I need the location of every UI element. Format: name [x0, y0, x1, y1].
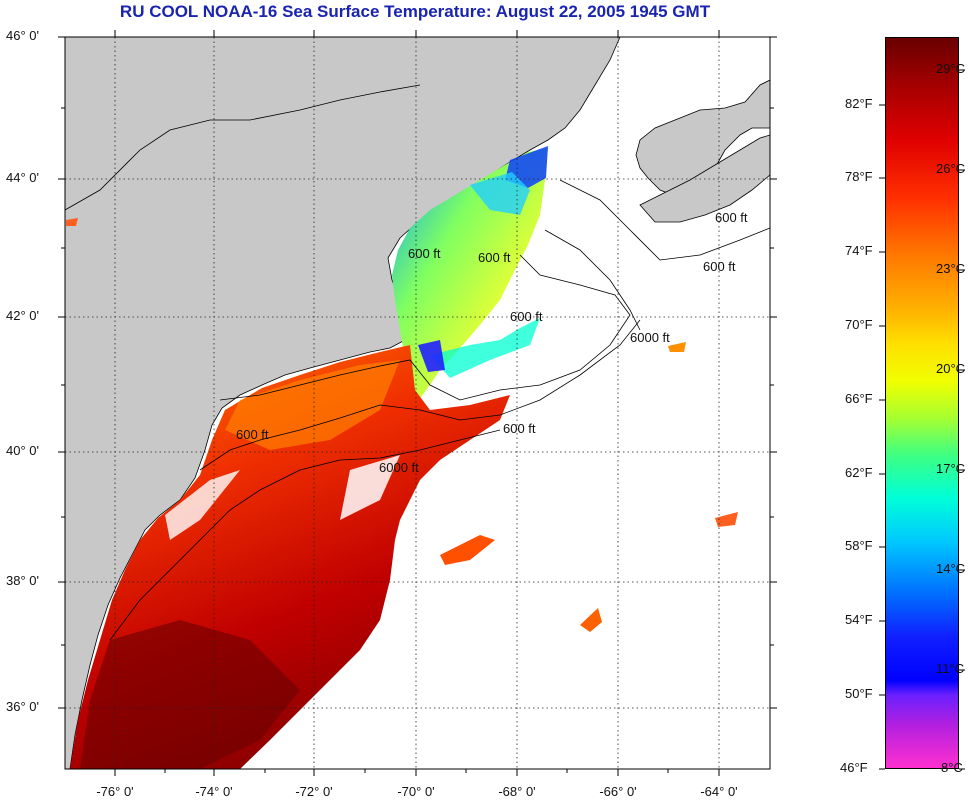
contour-label: 600 ft [503, 421, 536, 436]
colorbar-fahrenheit-label: 70°F [845, 317, 873, 332]
lat-label: 36° 0' [6, 699, 39, 714]
colorbar-celsius-label: 17°C [936, 461, 966, 476]
colorbar-celsius-label: 29°C [936, 61, 966, 76]
colorbar-celsius-label: 26°C [936, 161, 966, 176]
colorbar-fahrenheit-label: 74°F [845, 243, 873, 258]
temperature-colorbar [885, 37, 959, 769]
colorbar-celsius-label: 11°C [936, 661, 965, 676]
contour-label: 600 ft [478, 250, 511, 265]
contour-label: 600 ft [715, 210, 748, 225]
land-nova-scotia [639, 134, 770, 223]
contour-label: 600 ft [236, 427, 269, 442]
map-title: RU COOL NOAA-16 Sea Surface Temperature:… [119, 2, 711, 21]
lon-label: -74° 0' [195, 784, 233, 799]
contour-label: 600 ft [510, 309, 543, 324]
lon-label: -76° 0' [96, 784, 134, 799]
lon-label: -68° 0' [498, 784, 536, 799]
colorbar-fahrenheit-label: 58°F [845, 538, 873, 553]
lat-label: 40° 0' [6, 443, 39, 458]
lon-label: -72° 0' [295, 784, 333, 799]
lat-label: 46° 0' [6, 28, 39, 43]
contour-label: 600 ft [408, 246, 441, 261]
contour-label: 6000 ft [630, 330, 670, 345]
lat-label: 42° 0' [6, 308, 39, 323]
contour-label: 6000 ft [379, 460, 419, 475]
contour-label: 600 ft [703, 259, 736, 274]
lon-label: -64° 0' [700, 784, 738, 799]
land-coast [65, 37, 621, 769]
colorbar-fahrenheit-label: 46°F [840, 760, 868, 775]
colorbar-celsius-label: 8°C [941, 760, 963, 775]
lat-label: 38° 0' [6, 573, 39, 588]
colorbar-celsius-label: 23°C [936, 261, 966, 276]
colorbar-fahrenheit-label: 78°F [845, 169, 873, 184]
colorbar-fahrenheit-label: 66°F [845, 391, 873, 406]
colorbar-fahrenheit-label: 54°F [845, 612, 873, 627]
colorbar-celsius-label: 14°C [936, 561, 966, 576]
lon-label: -70° 0' [397, 784, 435, 799]
lat-label: 44° 0' [6, 170, 39, 185]
colorbar-fahrenheit-label: 82°F [845, 96, 873, 111]
colorbar-fahrenheit-label: 62°F [845, 465, 873, 480]
colorbar-fahrenheit-label: 50°F [845, 686, 873, 701]
lon-label: -66° 0' [599, 784, 637, 799]
colorbar-celsius-label: 20°C [936, 361, 966, 376]
